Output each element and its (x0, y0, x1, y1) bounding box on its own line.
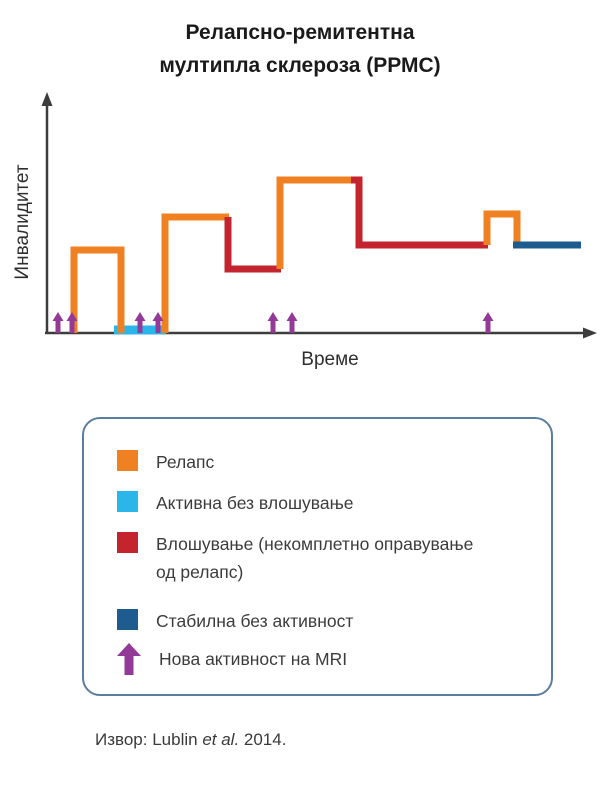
legend-item-active: Активна без влошување (117, 489, 354, 517)
source-prefix: Извор: Lublin (95, 730, 203, 749)
mri-activity-arrow-icon (152, 312, 164, 333)
relapse-swatch-icon (117, 450, 138, 471)
legend-label-stable: Стабилна без активност (156, 611, 354, 631)
legend-label-relapse: Релапс (156, 452, 215, 472)
course-segment-relapse (70, 246, 125, 333)
course-segment-worsening (351, 176, 488, 249)
figure-title-line1: Релапсно-ремитентна (185, 21, 415, 44)
x-axis-label: Време (301, 349, 359, 370)
course-segment-relapse (161, 213, 229, 333)
legend-label-worsening: Влошување (некомплетно оправување од рел… (156, 534, 474, 582)
mri-activity-arrow-icon (52, 312, 64, 333)
worsening-swatch-icon (117, 532, 138, 553)
legend-box: Релапс Активна без влошување Влошување (… (82, 417, 553, 696)
stable-swatch-icon (117, 609, 138, 630)
legend-item-worsening: Влошување (некомплетно оправување од рел… (117, 530, 473, 586)
mri-activity-arrow-icon (267, 312, 279, 333)
course-segment-worsening (224, 217, 281, 273)
axis-arrowhead-icon (41, 92, 53, 106)
active-swatch-icon (117, 491, 138, 512)
mri-activity-arrow-icon (482, 312, 494, 333)
course-segment-relapse (276, 176, 357, 269)
legend-item-mri: Нова активност на MRI (117, 643, 347, 675)
y-axis-label: Инвалидитет (12, 164, 33, 280)
figure-title: Релапсно-ремитентна мултипла склероза (Р… (0, 16, 600, 82)
course-segment-relapse (483, 210, 521, 245)
axis-arrowhead-icon (583, 327, 597, 339)
source-citation: Извор: Lublin et al. 2014. (95, 730, 286, 750)
mri-activity-arrow-icon (286, 312, 298, 333)
source-suffix: 2014. (239, 730, 287, 749)
source-etal: et al. (202, 730, 240, 749)
legend-item-stable: Стабилна без активност (117, 607, 353, 635)
mri-activity-arrow-icon (66, 312, 78, 333)
mri-activity-arrow-icon (134, 312, 146, 333)
legend-label-active: Активна без влошување (156, 493, 354, 513)
figure-title-line2: мултипла склероза (РРМС) (159, 54, 441, 77)
legend-item-relapse: Релапс (117, 448, 214, 476)
legend-label-mri: Нова активност на MRI (159, 649, 348, 669)
mri-arrow-icon (117, 643, 141, 675)
